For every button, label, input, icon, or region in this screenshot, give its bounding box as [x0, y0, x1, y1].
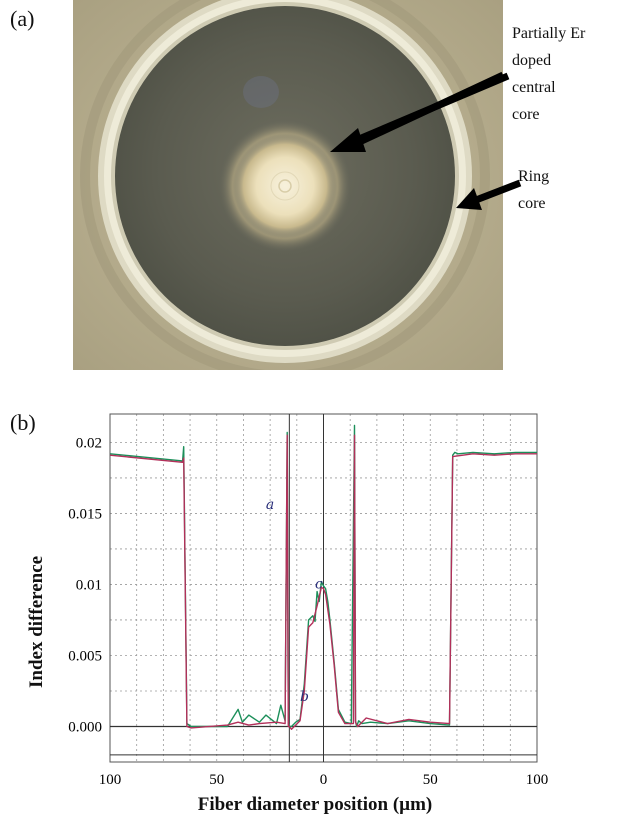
panel-label-a: (a) [10, 6, 35, 31]
ring-core-annotation: Ring core [518, 163, 578, 217]
handwritten-mark-c: c [315, 577, 323, 593]
chart-series [109, 424, 537, 730]
fiber-micrograph [73, 0, 503, 370]
y-axis-label: Index difference [26, 555, 47, 688]
handwritten-mark-b: b [300, 689, 309, 705]
y-tick-label: 0.02 [76, 435, 102, 451]
index-profile-chart: 0.000 0.005 0.01 0.015 0.02 100 50 0 50 100 a b c [68, 413, 549, 788]
central-core-line-4: core [512, 106, 540, 123]
y-tick-label: 0.000 [68, 719, 102, 735]
handwritten-mark-a: a [266, 497, 274, 513]
central-core-annotation: Partially Er doped central core [512, 20, 622, 128]
central-core-line-1: Partially Er [512, 25, 586, 42]
y-tick-label: 0.005 [68, 648, 102, 664]
y-tick-label: 0.01 [76, 577, 102, 593]
panel-label-b: (b) [10, 410, 36, 435]
ring-core-line-1: Ring [518, 168, 550, 185]
x-tick-label: 100 [526, 772, 549, 788]
series-line-2 [109, 434, 537, 730]
central-core [233, 134, 337, 238]
x-tick-label: 50 [209, 772, 224, 788]
x-tick-label: 0 [320, 772, 328, 788]
annotation-arrows [330, 72, 522, 210]
x-axis-label: Fiber diameter position (µm) [197, 794, 433, 815]
y-tick-label: 0.015 [68, 506, 102, 522]
central-core-line-3: central [512, 79, 556, 96]
chart-axes: 0.000 0.005 0.01 0.015 0.02 100 50 0 50 100 [68, 413, 549, 788]
handwritten-marks: a b c [266, 497, 323, 705]
x-tick-label: 50 [423, 772, 438, 788]
ring-core-line-2: core [518, 195, 546, 212]
x-tick-label: 100 [99, 772, 122, 788]
central-core-line-2: doped [512, 52, 552, 69]
